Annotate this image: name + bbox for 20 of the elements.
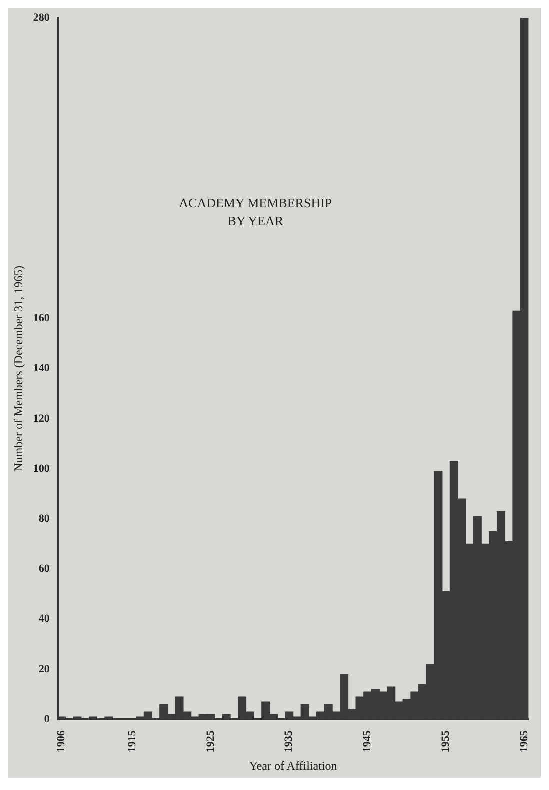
x-tick-label: 1945 — [362, 730, 374, 753]
y-axis-title: Number of Members (December 31, 1965) — [11, 266, 26, 472]
y-tick-label: 100 — [33, 462, 50, 475]
text: ACADEMY MEMBERSHIP BY YEAR — [179, 195, 332, 228]
y-tick-label: 0 — [44, 713, 50, 726]
y-tick-label: 20 — [38, 663, 50, 676]
y-tick-label: 80 — [38, 512, 50, 525]
y-tick-label: 280 — [33, 12, 50, 24]
x-tick-label: 1915 — [126, 730, 138, 753]
x-tick-label: 1925 — [204, 730, 217, 753]
y-tick-label: 140 — [33, 362, 50, 375]
y-tick-label: 120 — [33, 412, 50, 425]
x-tick-label: 1965 — [518, 730, 531, 753]
y-tick-label: 160 — [33, 312, 50, 325]
x-tick-label: 1935 — [283, 730, 296, 753]
x-axis-title: Year of Affiliation — [249, 758, 338, 773]
x-tick-label: 1906 — [56, 730, 68, 753]
x-tick-label: 1955 — [440, 730, 452, 753]
y-tick-label: 60 — [38, 563, 50, 576]
y-tick-label: 40 — [38, 613, 50, 626]
